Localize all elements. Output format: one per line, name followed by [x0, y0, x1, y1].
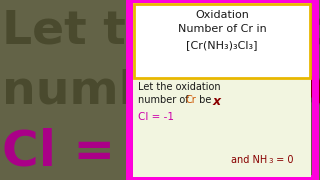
Text: ation: ation	[230, 8, 320, 53]
Text: [Cr(NH₃)₃Cl₃]: [Cr(NH₃)₃Cl₃]	[186, 40, 258, 50]
Text: Cl = -1: Cl = -1	[138, 112, 174, 122]
Text: Oxidation: Oxidation	[195, 10, 249, 20]
Text: number of: number of	[138, 95, 192, 105]
Bar	[129, 0, 315, 178]
Bar	[133, 3, 311, 177]
Text: r be: r be	[230, 68, 320, 113]
Text: = 0: = 0	[273, 155, 293, 165]
Text: x: x	[298, 65, 320, 113]
Text: Cl = -: Cl = -	[2, 128, 153, 176]
Text: numbe: numbe	[2, 68, 185, 113]
Text: Cr: Cr	[186, 95, 197, 105]
Text: x: x	[213, 95, 221, 108]
Text: be: be	[196, 95, 214, 105]
Text: and NH: and NH	[231, 155, 267, 165]
Text: Number of Cr in: Number of Cr in	[178, 24, 266, 34]
Text: 1: 1	[178, 128, 213, 176]
Text: Let the: Let the	[2, 8, 192, 53]
Text: 3: 3	[268, 158, 273, 164]
Bar	[134, 4, 310, 78]
Text: Let the oxidation: Let the oxidation	[138, 82, 220, 92]
